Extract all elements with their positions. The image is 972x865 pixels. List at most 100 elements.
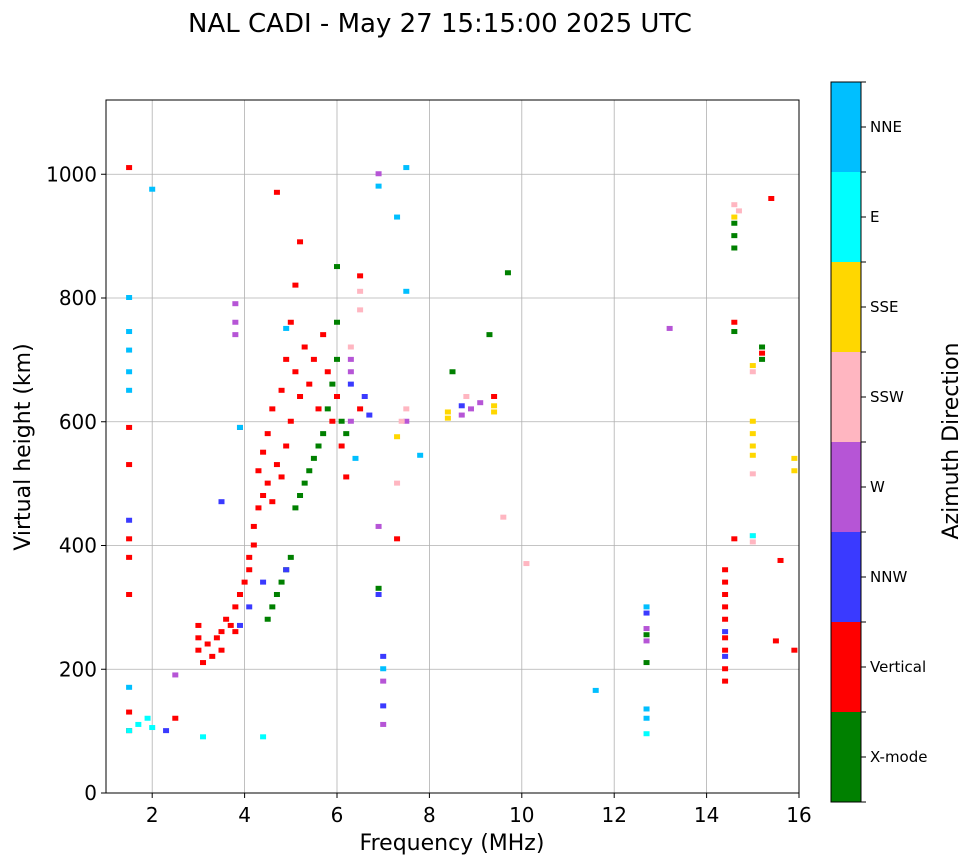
data-point-nne: [394, 214, 401, 220]
data-point-ssw: [500, 514, 507, 520]
data-point-nnw: [163, 728, 170, 734]
data-point-vertical: [722, 579, 729, 585]
data-point-vertical: [204, 641, 211, 647]
data-point-nne: [126, 347, 133, 353]
x-tick-label: 12: [601, 803, 626, 827]
data-point-e: [149, 725, 156, 731]
data-point-e: [126, 728, 133, 734]
data-point-vertical: [172, 715, 179, 721]
y-tick-label: 400: [59, 534, 97, 558]
data-point-ssw: [394, 480, 401, 486]
x-tick-label: 14: [694, 803, 719, 827]
data-point-x-mode: [334, 356, 340, 362]
data-point-w: [477, 400, 484, 406]
data-point-x-mode: [278, 579, 285, 585]
data-point-vertical: [126, 165, 133, 171]
data-point-sse: [394, 434, 401, 440]
colorbar-segment: [831, 532, 861, 622]
data-point-vertical: [722, 604, 729, 610]
data-point-x-mode: [731, 329, 738, 335]
data-point-w: [232, 332, 239, 338]
colorbar-segment: [831, 712, 861, 802]
data-point-x-mode: [329, 381, 336, 387]
data-point-vertical: [292, 369, 299, 375]
y-tick-label: 1000: [46, 162, 97, 186]
data-point-vertical: [722, 666, 729, 672]
data-point-w: [347, 369, 354, 375]
data-point-nnw: [283, 567, 290, 573]
y-tick-label: 0: [84, 781, 97, 805]
data-point-vertical: [722, 592, 729, 597]
data-point-w: [347, 356, 354, 362]
colorbar-segment: [831, 172, 861, 262]
data-point-e: [260, 734, 267, 740]
colorbar-label: E: [870, 208, 879, 226]
data-point-vertical: [283, 356, 290, 362]
x-tick-label: 2: [146, 803, 159, 827]
x-tick-label: 10: [509, 803, 534, 827]
data-point-x-mode: [643, 632, 650, 638]
data-point-vertical: [246, 567, 253, 573]
colorbar-label: SSE: [870, 298, 899, 316]
data-point-vertical: [772, 638, 779, 644]
data-point-w: [380, 721, 387, 727]
data-point-vertical: [223, 616, 230, 622]
colorbar-segment: [831, 262, 861, 352]
data-point-w: [643, 626, 650, 632]
data-point-ssw: [347, 344, 354, 350]
colorbar-frame: [830, 81, 862, 803]
data-point-x-mode: [315, 443, 322, 449]
data-point-x-mode: [731, 245, 738, 251]
data-point-sse: [491, 409, 498, 415]
data-point-nne: [352, 455, 359, 461]
data-point-nne: [380, 666, 387, 672]
data-point-vertical: [722, 567, 729, 573]
data-point-vertical: [209, 653, 216, 659]
data-point-e: [144, 715, 151, 721]
data-point-sse: [444, 415, 451, 421]
data-point-ssw: [463, 394, 470, 399]
data-point-nne: [236, 424, 243, 430]
data-point-vertical: [338, 443, 345, 449]
data-point-w: [458, 412, 465, 418]
data-point-vertical: [218, 647, 225, 653]
data-point-nnw: [722, 653, 729, 659]
data-point-x-mode: [759, 356, 766, 362]
x-axis: 2 4 6 8 10 12 14 16: [146, 793, 812, 827]
data-point-vertical: [297, 239, 304, 245]
data-point-sse: [791, 468, 798, 474]
data-point-vertical: [292, 282, 299, 288]
data-point-vertical: [260, 493, 267, 498]
data-point-vertical: [287, 319, 294, 325]
data-point-vertical: [768, 196, 775, 201]
data-point-e: [135, 721, 142, 727]
data-point-vertical: [126, 462, 133, 468]
x-tick-label: 8: [423, 803, 436, 827]
data-point-nne: [592, 687, 599, 693]
data-point-vertical: [722, 647, 729, 653]
data-point-x-mode: [297, 493, 304, 498]
data-point-nne: [643, 604, 650, 610]
colorbar-label: NNE: [870, 118, 902, 136]
data-point-x-mode: [269, 604, 276, 610]
data-point-sse: [491, 403, 498, 409]
data-point-vertical: [324, 369, 331, 375]
x-tick-label: 16: [786, 803, 811, 827]
data-point-vertical: [273, 189, 280, 195]
data-point-vertical: [287, 418, 294, 424]
data-point-vertical: [250, 542, 257, 548]
data-point-w: [666, 325, 673, 331]
data-point-x-mode: [334, 319, 340, 325]
data-point-x-mode: [301, 480, 308, 486]
data-point-x-mode: [338, 418, 345, 424]
data-point-nnw: [347, 381, 354, 387]
data-point-nne: [643, 715, 650, 721]
data-point-sse: [749, 363, 756, 369]
y-axis: 0 200 400 600 800 1000: [46, 162, 106, 805]
colorbar-segment: [831, 622, 861, 712]
data-point-nne: [283, 325, 290, 331]
data-point-vertical: [722, 616, 729, 622]
data-point-x-mode: [264, 616, 271, 622]
data-point-x-mode: [375, 585, 382, 591]
data-point-nne: [126, 369, 133, 375]
